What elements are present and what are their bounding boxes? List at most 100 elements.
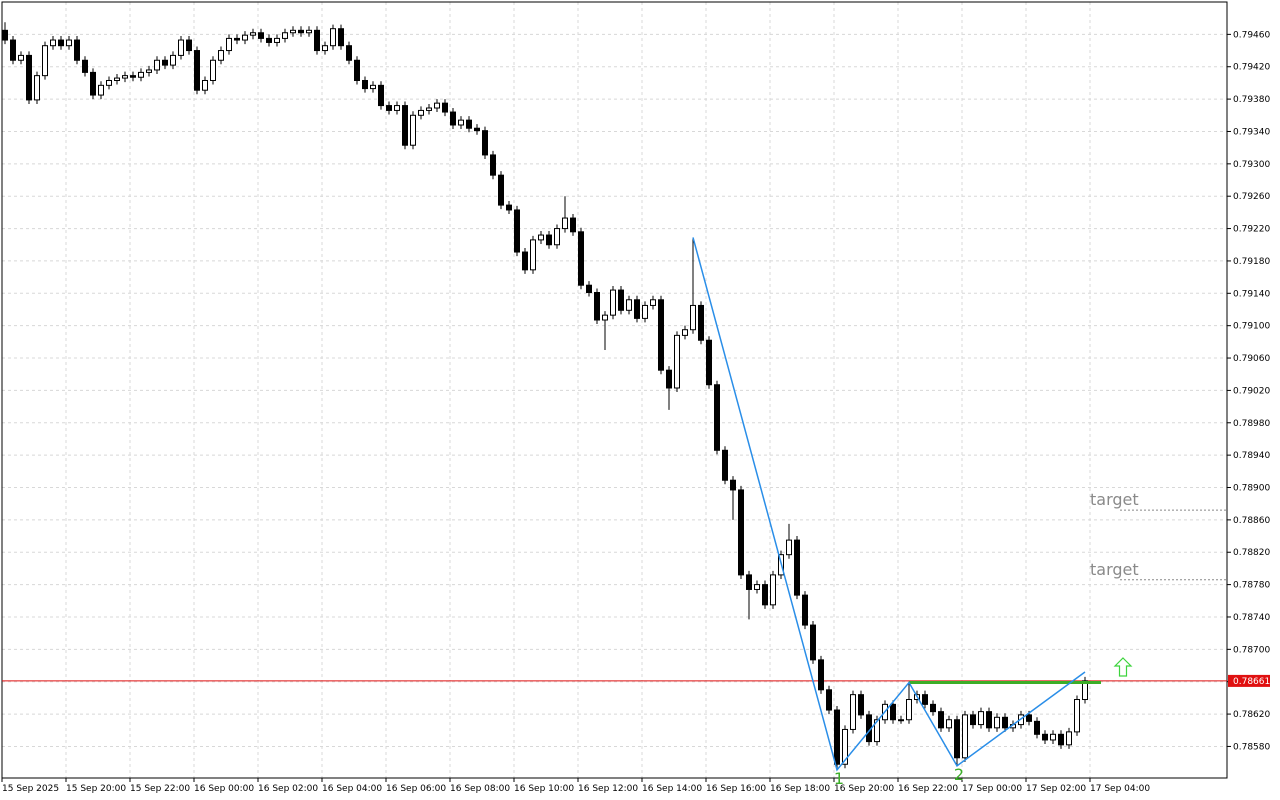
wave-label: 1: [834, 769, 844, 788]
x-tick-label: 16 Sep 06:00: [386, 784, 446, 794]
candle-body: [170, 54, 176, 66]
x-tick-label: 16 Sep 08:00: [450, 784, 510, 794]
candle-body: [658, 299, 664, 371]
candle-body: [114, 77, 120, 81]
candle-body: [738, 489, 744, 576]
candle-body: [506, 204, 512, 211]
y-tick-label: 0.78700: [1233, 645, 1270, 655]
candle-body: [130, 75, 136, 78]
current-price-tag: [1228, 674, 1270, 687]
candle-body: [402, 105, 408, 146]
x-tick-label: 16 Sep 04:00: [322, 784, 382, 794]
candle-body: [298, 29, 304, 34]
plot-frame: [1, 1, 1228, 779]
x-tick-label: 16 Sep 10:00: [514, 784, 574, 794]
candle-body: [98, 84, 104, 96]
candle-body: [786, 539, 792, 556]
candle-body: [154, 59, 160, 71]
y-tick-label: 0.78740: [1233, 613, 1270, 623]
candle-body: [794, 539, 800, 596]
y-tick-label: 0.79140: [1233, 289, 1270, 299]
candle-body: [258, 32, 264, 39]
candle-body: [834, 709, 840, 765]
x-tick-label: 16 Sep 02:00: [258, 784, 318, 794]
y-tick-label: 0.78780: [1233, 581, 1270, 591]
x-tick-label: 15 Sep 20:00: [66, 784, 126, 794]
candle-body: [162, 59, 168, 66]
candle-body: [1074, 699, 1080, 733]
candle-body: [202, 79, 208, 91]
candle-body: [610, 289, 616, 316]
zigzag-line: [692, 237, 1086, 772]
candle-body: [962, 714, 968, 759]
candle-body: [34, 75, 40, 101]
candle-body: [890, 703, 896, 721]
candle-body: [306, 29, 312, 34]
candle-body: [554, 228, 560, 246]
candle-body: [1034, 720, 1040, 735]
candle-body: [746, 574, 752, 590]
candle-body: [138, 71, 144, 78]
candle-body: [226, 37, 232, 52]
candle-body: [546, 234, 552, 246]
candle-body: [938, 711, 944, 729]
y-tick-label: 0.79260: [1233, 192, 1270, 202]
candle-body: [330, 28, 336, 47]
candle-body: [562, 217, 568, 230]
x-tick-label: 16 Sep 20:00: [834, 784, 894, 794]
candle-body: [210, 59, 216, 81]
candle-body: [514, 209, 520, 253]
up-arrow: [1113, 657, 1133, 677]
candle-body: [842, 728, 848, 765]
candle-body: [1026, 714, 1032, 722]
candle-body: [370, 84, 376, 90]
wave-label: 2: [954, 765, 964, 784]
candle-body: [26, 54, 32, 101]
candle-body: [2, 29, 8, 41]
candle-body: [578, 231, 584, 286]
candle-body: [810, 624, 816, 661]
candle-body: [850, 694, 856, 730]
y-tick-label: 0.79420: [1233, 63, 1270, 73]
candle-body: [362, 79, 368, 90]
candle-body: [450, 111, 456, 126]
candle-body: [706, 339, 712, 386]
candle-body: [66, 39, 72, 47]
candle-body: [482, 130, 488, 156]
candle-body: [1050, 733, 1056, 741]
candle-body: [1066, 731, 1072, 746]
y-tick-label: 0.78620: [1233, 710, 1270, 720]
candle-body: [602, 314, 608, 321]
candle-body: [530, 239, 536, 271]
candle-body: [74, 39, 80, 61]
candle-body: [42, 45, 48, 77]
overlays: 1 2 target target 0.78661: [692, 237, 1270, 788]
y-tick-label: 0.78900: [1233, 484, 1270, 494]
y-tick-label: 0.78860: [1233, 516, 1270, 526]
candle-body: [634, 299, 640, 319]
x-tick-label: 16 Sep 18:00: [770, 784, 830, 794]
x-tick-label: 16 Sep 00:00: [194, 784, 254, 794]
candle-body: [442, 102, 448, 113]
candle-body: [282, 32, 288, 39]
candle-body: [354, 59, 360, 81]
y-tick-label: 0.79380: [1233, 95, 1270, 105]
candle-body: [954, 719, 960, 759]
candle-body: [194, 50, 200, 91]
y-tick-label: 0.79300: [1233, 160, 1270, 170]
candle-body: [458, 119, 464, 126]
current-price-label: 0.78661: [1233, 677, 1270, 687]
candle-body: [386, 105, 392, 111]
candle-body: [594, 291, 600, 321]
y-tick-label: 0.79020: [1233, 386, 1270, 396]
y-tick-label: 0.79220: [1233, 225, 1270, 235]
candle-body: [378, 84, 384, 107]
x-tick-label: 16 Sep 12:00: [578, 784, 638, 794]
candle-body: [802, 594, 808, 626]
x-tick-label: 17 Sep 04:00: [1090, 784, 1150, 794]
candle-body: [690, 304, 696, 331]
y-tick-label: 0.78940: [1233, 451, 1270, 461]
marks: [2, 22, 1227, 770]
candle-body: [626, 299, 632, 311]
